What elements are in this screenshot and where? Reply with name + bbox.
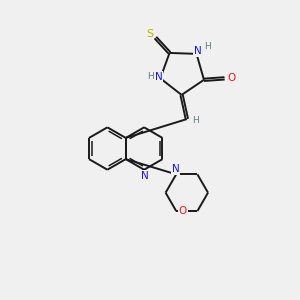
Text: N: N — [194, 46, 202, 56]
Text: N: N — [141, 171, 148, 181]
Text: H: H — [192, 116, 199, 125]
Text: H: H — [204, 42, 211, 51]
Text: N: N — [172, 164, 179, 174]
Text: O: O — [227, 74, 236, 83]
Text: O: O — [179, 206, 187, 216]
Text: N: N — [155, 72, 162, 82]
Text: H: H — [148, 72, 154, 81]
Text: S: S — [146, 29, 153, 39]
